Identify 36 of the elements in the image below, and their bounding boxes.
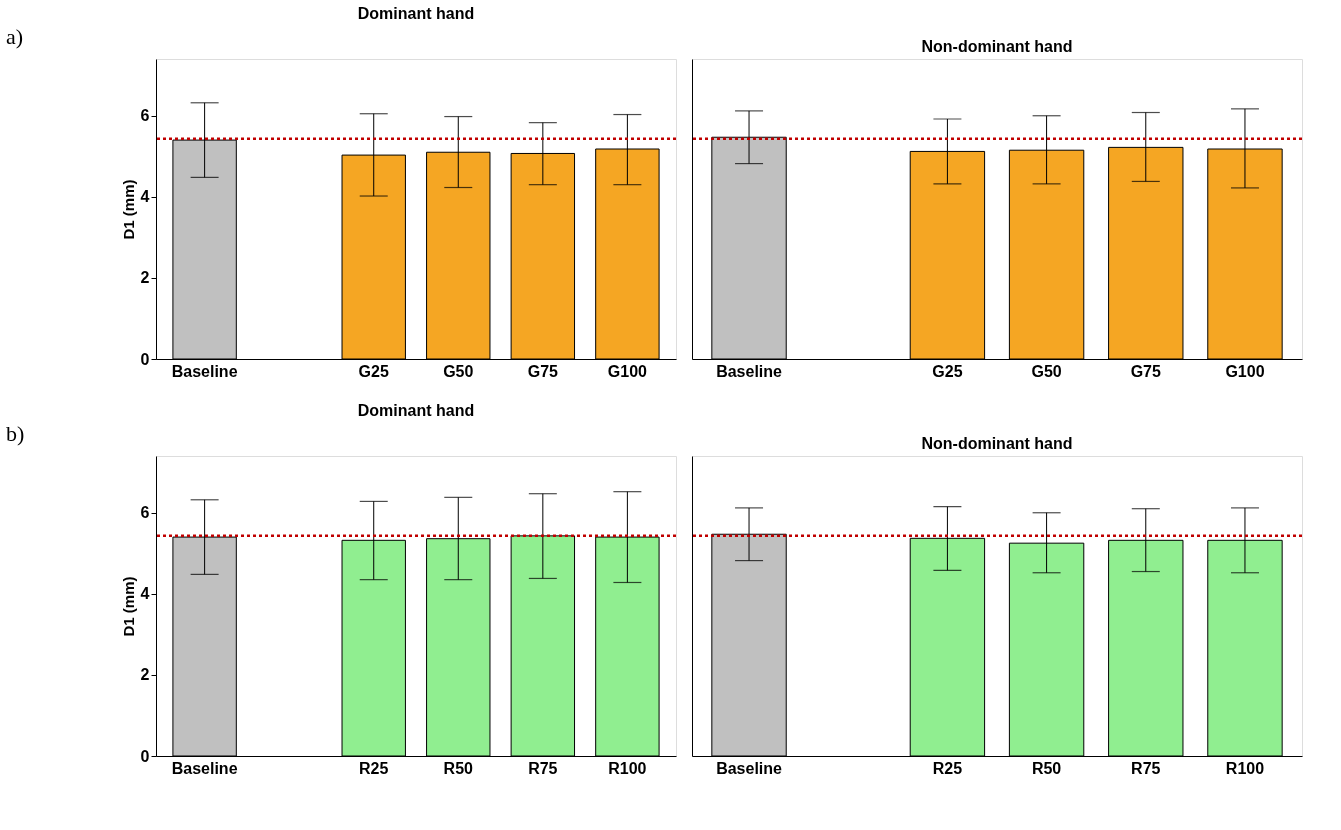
chart-title: Non-dominant hand <box>921 38 1073 55</box>
x-tick-label: G75 <box>1130 362 1161 380</box>
y-tick-label: 6 <box>140 504 150 522</box>
x-tick-label: R100 <box>1225 759 1265 777</box>
y-tick-label: 0 <box>140 747 150 765</box>
x-tick-label: R50 <box>443 759 474 777</box>
x-tick-label: Baseline <box>171 362 238 380</box>
x-tick-label: G50 <box>1031 362 1062 380</box>
x-tick-label: R100 <box>608 759 647 777</box>
y-tick-label: 4 <box>140 585 150 603</box>
x-tick-label: Baseline <box>716 759 783 777</box>
x-tick-label: G25 <box>932 362 963 380</box>
x-tick-label: G100 <box>607 362 648 380</box>
x-tick-label: Baseline <box>171 759 238 777</box>
text: a) <box>6 24 24 49</box>
y-axis-title: D1 (mm) <box>119 576 137 637</box>
y-tick-label: 2 <box>140 666 150 684</box>
y-tick-label: 2 <box>140 269 150 287</box>
y-axis-title: D1 (mm) <box>119 179 137 240</box>
text: b) <box>6 421 25 446</box>
y-tick-label: 6 <box>140 107 150 125</box>
x-tick-label: R25 <box>932 759 963 777</box>
chart-title: Dominant hand <box>357 402 475 419</box>
x-tick-label: Baseline <box>716 362 783 380</box>
y-tick-label: 0 <box>140 350 150 368</box>
chart-title: Non-dominant hand <box>921 435 1073 452</box>
x-tick-label: R75 <box>1131 759 1161 777</box>
x-tick-label: G100 <box>1225 362 1265 380</box>
x-tick-label: G75 <box>527 362 559 380</box>
x-tick-label: G50 <box>443 362 474 380</box>
y-tick-label: 4 <box>140 188 150 206</box>
x-tick-label: G25 <box>358 362 389 380</box>
x-tick-label: R75 <box>528 759 558 777</box>
x-tick-label: R25 <box>359 759 389 777</box>
chart-title: Dominant hand <box>357 5 475 22</box>
x-tick-label: R50 <box>1031 759 1062 777</box>
